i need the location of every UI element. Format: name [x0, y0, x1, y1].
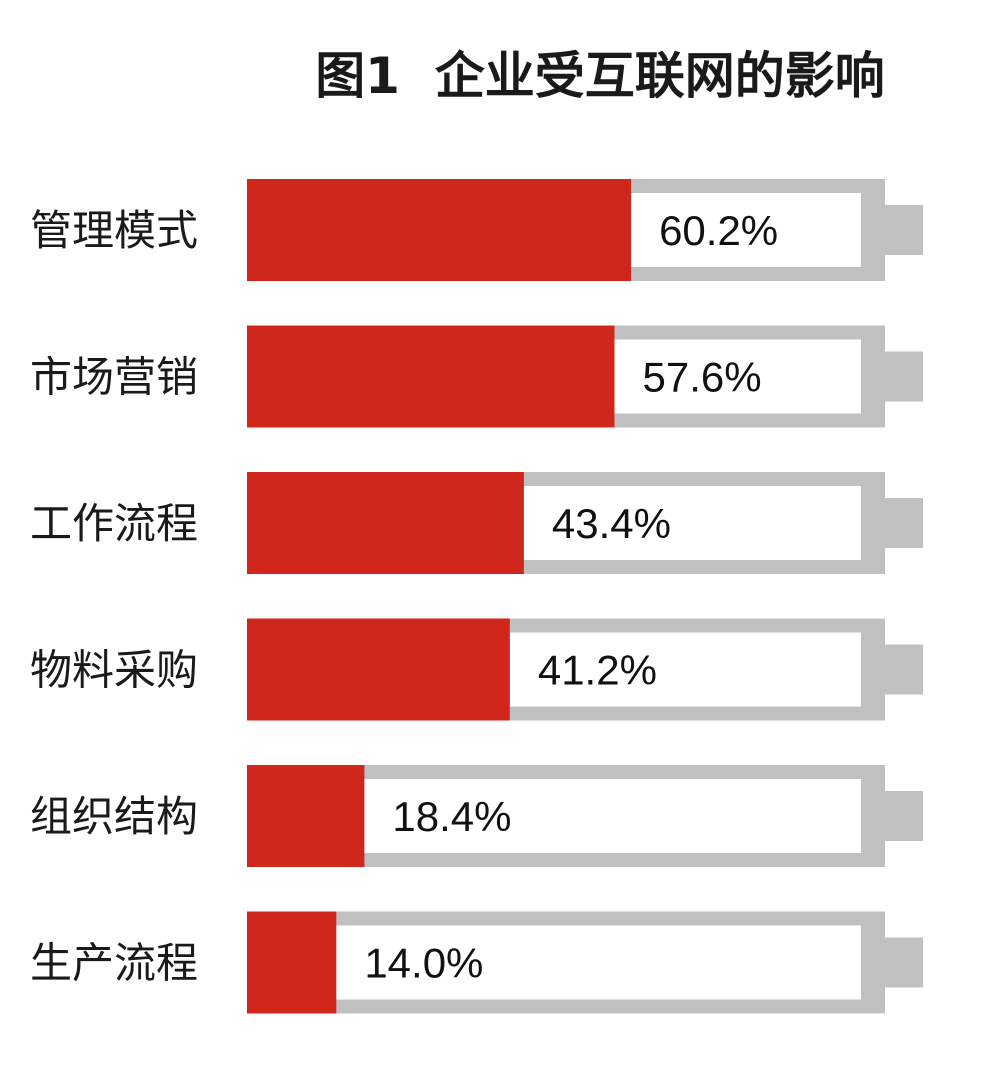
category-label: 管理模式	[30, 206, 198, 255]
category-label: 工作流程	[30, 499, 198, 548]
data-label: 60.2%	[659, 207, 778, 254]
category-label: 物料采购	[30, 646, 198, 695]
bars-layer: 管理模式 60.2% 市场营销 57.6% 工作流程 43.4% 物料采购 41.2% 组织结构…	[30, 179, 923, 1014]
battery-cap	[885, 351, 923, 402]
battery-cap	[885, 791, 923, 841]
bar-group: 组织结构 18.4%	[30, 765, 923, 867]
bar-group: 工作流程 43.4%	[30, 472, 923, 574]
bar-group: 生产流程 14.0%	[30, 911, 923, 1014]
data-label: 57.6%	[642, 354, 761, 401]
battery-cap	[885, 937, 923, 988]
chart-title: 图1 企业受互联网的影响	[315, 47, 885, 105]
bar-group: 市场营销 57.6%	[30, 325, 923, 428]
battery-cap	[885, 644, 923, 695]
category-label: 生产流程	[30, 939, 198, 988]
data-label: 43.4%	[552, 500, 671, 547]
bar-group: 物料采购 41.2%	[30, 618, 923, 721]
bar	[247, 911, 337, 1014]
battery-cap	[885, 205, 923, 255]
bar	[247, 325, 615, 428]
data-label: 41.2%	[538, 647, 657, 694]
battery-cap	[885, 498, 923, 548]
bar	[247, 618, 510, 721]
bar	[247, 765, 365, 867]
data-label: 14.0%	[364, 940, 483, 987]
bar	[247, 179, 632, 281]
bar	[247, 472, 524, 574]
category-label: 市场营销	[30, 353, 198, 402]
bar-group: 管理模式 60.2%	[30, 179, 923, 281]
battery-inner	[261, 925, 861, 1000]
category-label: 组织结构	[30, 792, 198, 841]
data-label: 18.4%	[392, 793, 511, 840]
